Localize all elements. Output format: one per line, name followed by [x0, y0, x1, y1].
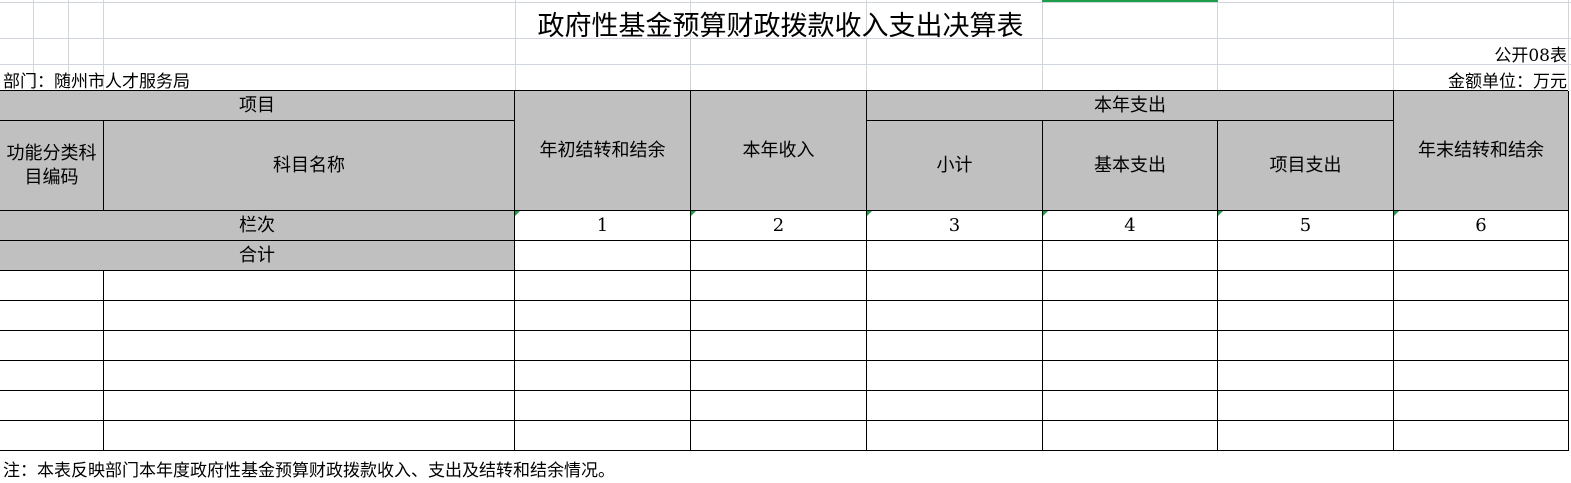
error-indicator-icon — [515, 211, 520, 216]
amount-cell[interactable] — [1218, 361, 1394, 391]
header-subject-name: 科目名称 — [104, 121, 515, 211]
total-cell[interactable] — [691, 241, 867, 271]
report-title: 政府性基金预算财政拨款收入支出决算表 — [537, 11, 1024, 42]
amount-cell[interactable] — [867, 331, 1043, 361]
amount-cell[interactable] — [1043, 421, 1218, 451]
amount-cell[interactable] — [1394, 391, 1569, 421]
amount-cell[interactable] — [515, 301, 691, 331]
amount-cell[interactable] — [515, 271, 691, 301]
name-cell[interactable] — [104, 391, 515, 421]
amount-cell[interactable] — [1218, 301, 1394, 331]
header-project-exp: 项目支出 — [1218, 121, 1394, 211]
amount-cell[interactable] — [691, 361, 867, 391]
total-cell[interactable] — [1394, 241, 1569, 271]
header-basic: 基本支出 — [1043, 121, 1218, 211]
amount-cell[interactable] — [1394, 271, 1569, 301]
column-index-label: 栏次 — [0, 211, 515, 241]
amount-cell[interactable] — [691, 421, 867, 451]
selected-cell-indicator — [1042, 0, 1218, 2]
column-number: 6 — [1394, 211, 1569, 241]
amount-cell[interactable] — [691, 301, 867, 331]
amount-cell[interactable] — [1394, 301, 1569, 331]
table-number: 公开08表 — [1494, 46, 1567, 66]
error-indicator-icon — [1394, 211, 1399, 216]
amount-cell[interactable] — [691, 331, 867, 361]
amount-cell[interactable] — [867, 361, 1043, 391]
amount-cell[interactable] — [691, 391, 867, 421]
amount-cell[interactable] — [867, 271, 1043, 301]
amount-cell[interactable] — [1394, 361, 1569, 391]
amount-cell[interactable] — [691, 271, 867, 301]
name-cell[interactable] — [104, 361, 515, 391]
code-cell[interactable] — [0, 391, 104, 421]
amount-cell[interactable] — [1218, 421, 1394, 451]
name-cell[interactable] — [104, 421, 515, 451]
amount-cell[interactable] — [515, 391, 691, 421]
header-closing-balance: 年末结转和结余 — [1394, 91, 1569, 211]
unit-label: 金额单位：万元 — [1448, 72, 1567, 92]
total-label: 合计 — [0, 241, 515, 271]
amount-cell[interactable] — [1218, 271, 1394, 301]
column-number: 3 — [867, 211, 1043, 241]
amount-cell[interactable] — [1043, 391, 1218, 421]
amount-cell[interactable] — [1043, 331, 1218, 361]
amount-cell[interactable] — [515, 361, 691, 391]
amount-cell[interactable] — [1394, 331, 1569, 361]
column-number: 5 — [1218, 211, 1394, 241]
total-cell[interactable] — [515, 241, 691, 271]
total-cell[interactable] — [867, 241, 1043, 271]
amount-cell[interactable] — [867, 301, 1043, 331]
amount-cell[interactable] — [867, 391, 1043, 421]
error-indicator-icon — [1218, 211, 1223, 216]
amount-cell[interactable] — [1394, 421, 1569, 451]
error-indicator-icon — [867, 211, 872, 216]
total-cell[interactable] — [1218, 241, 1394, 271]
amount-cell[interactable] — [1218, 331, 1394, 361]
column-number: 4 — [1043, 211, 1218, 241]
error-indicator-icon — [691, 211, 696, 216]
code-cell[interactable] — [0, 361, 104, 391]
header-project: 项目 — [0, 91, 515, 121]
amount-cell[interactable] — [515, 421, 691, 451]
footnote: 注：本表反映部门本年度政府性基金预算财政拨款收入、支出及结转和结余情况。 — [3, 461, 615, 481]
header-expenditure: 本年支出 — [867, 91, 1394, 121]
total-cell[interactable] — [1043, 241, 1218, 271]
name-cell[interactable] — [104, 301, 515, 331]
header-income: 本年收入 — [691, 91, 867, 211]
code-cell[interactable] — [0, 271, 104, 301]
column-number: 1 — [515, 211, 691, 241]
amount-cell[interactable] — [1043, 301, 1218, 331]
amount-cell[interactable] — [1218, 391, 1394, 421]
code-cell[interactable] — [0, 301, 104, 331]
code-cell[interactable] — [0, 331, 104, 361]
header-opening-balance: 年初结转和结余 — [515, 91, 691, 211]
header-func-code: 功能分类科目编码 — [0, 121, 104, 211]
name-cell[interactable] — [104, 271, 515, 301]
amount-cell[interactable] — [1043, 271, 1218, 301]
code-cell[interactable] — [0, 421, 104, 451]
column-number: 2 — [691, 211, 867, 241]
amount-cell[interactable] — [867, 421, 1043, 451]
amount-cell[interactable] — [515, 331, 691, 361]
header-subtotal: 小计 — [867, 121, 1043, 211]
error-indicator-icon — [1043, 211, 1048, 216]
amount-cell[interactable] — [1043, 361, 1218, 391]
department-label: 部门：随州市人才服务局 — [3, 72, 190, 92]
name-cell[interactable] — [104, 331, 515, 361]
